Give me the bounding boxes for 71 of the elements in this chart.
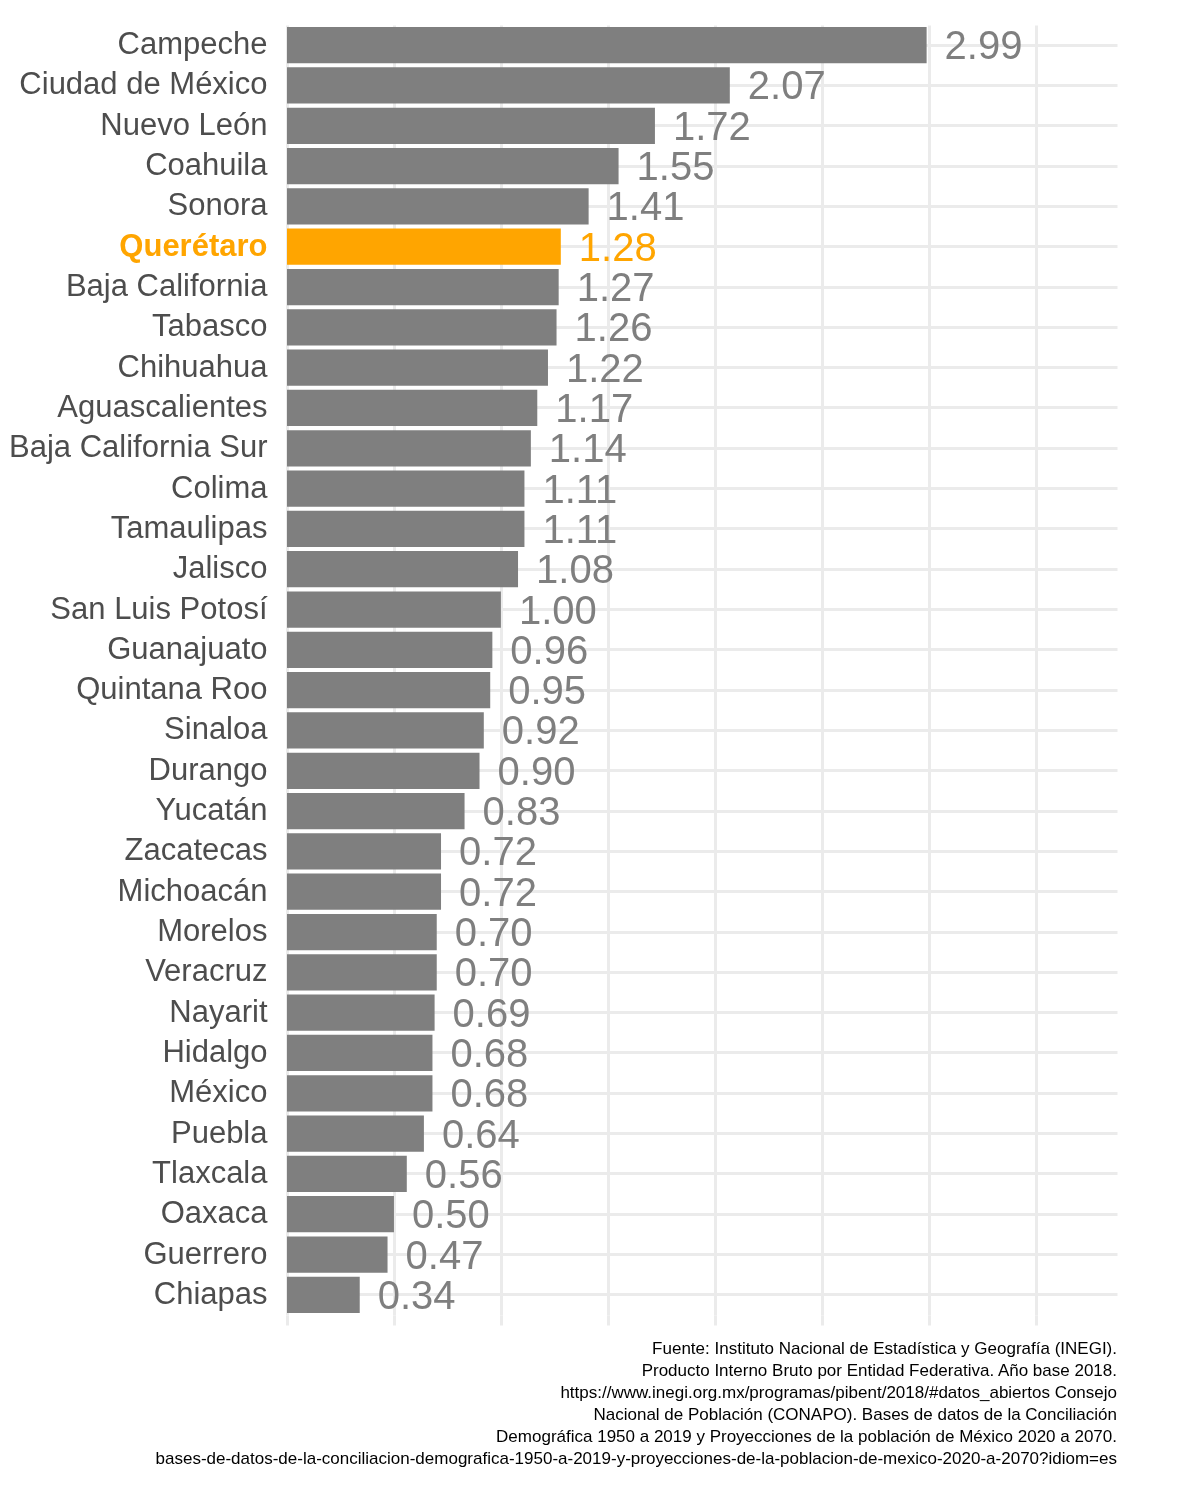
bar: [287, 1034, 433, 1072]
y-tick-label: Michoacán: [117, 872, 268, 908]
y-tick-label: Morelos: [157, 913, 268, 949]
y-tick-label: Colima: [171, 469, 269, 505]
y-tick-label: San Luis Potosí: [50, 590, 268, 626]
y-tick-label: Hidalgo: [162, 1033, 268, 1069]
bar: [287, 1115, 424, 1152]
bar: [287, 430, 531, 467]
bar: [287, 228, 561, 265]
bar: [287, 752, 480, 789]
bar: [287, 631, 493, 668]
bar: [287, 1155, 407, 1193]
y-tick-label: Oaxaca: [160, 1195, 269, 1231]
y-tick-label: Nayarit: [169, 993, 268, 1029]
bar: [287, 188, 589, 225]
y-tick-label: Quintana Roo: [76, 671, 268, 707]
bar: [287, 591, 501, 628]
y-tick-label: Zacatecas: [124, 832, 268, 868]
text: https://www.inegi.org.mx/programas/pibent/2018/#datos_abiertos Consejo: [560, 1382, 1117, 1402]
y-tick-label: Baja California Sur: [9, 429, 268, 465]
y-tick-label: México: [169, 1074, 268, 1110]
y-tick-label: Veracruz: [145, 953, 268, 989]
bar: [287, 510, 525, 548]
y-tick-label: Chiapas: [153, 1275, 268, 1311]
bar: [287, 873, 442, 910]
y-tick-label: Jalisco: [172, 550, 268, 586]
y-tick-label: Coahuila: [145, 147, 269, 183]
y-tick-label: Campeche: [117, 26, 268, 62]
y-tick-label: Querétaro: [119, 227, 268, 263]
y-tick-label: Durango: [148, 751, 268, 787]
y-tick-label: Nuevo León: [100, 106, 268, 142]
y-tick-label: Tlaxcala: [152, 1154, 269, 1190]
bar: [287, 792, 465, 830]
y-tick-label: Sinaloa: [164, 711, 269, 747]
bar: [287, 147, 619, 185]
bar: [287, 994, 435, 1031]
y-tick-label: Ciudad de México: [19, 66, 268, 102]
y-tick-label: Aguascalientes: [57, 388, 268, 424]
bar: [287, 349, 548, 386]
bar: [287, 27, 927, 64]
data-label: 2.99: [944, 23, 1023, 68]
bar: [287, 712, 484, 749]
bar: [287, 1276, 360, 1313]
bar: [287, 67, 730, 104]
bar: [287, 107, 655, 144]
bar: [287, 309, 557, 346]
bar: [287, 268, 559, 306]
y-tick-label: Yucatán: [155, 792, 268, 828]
bar: [287, 1075, 433, 1112]
y-tick-label: Tabasco: [152, 308, 268, 344]
y-tick-label: Puebla: [170, 1114, 269, 1150]
bar: [287, 1196, 394, 1233]
bar: [287, 672, 491, 709]
bar: [287, 551, 519, 588]
bar: [287, 470, 525, 507]
y-tick-label: Sonora: [167, 187, 269, 223]
y-tick-label: Tamaulipas: [110, 509, 268, 545]
bar: [287, 389, 538, 427]
y-tick-label: Guanajuato: [107, 630, 268, 666]
text: Producto Interno Bruto por Entidad Federativa. Año base 2018.: [641, 1360, 1117, 1380]
bar: [287, 954, 437, 991]
bar: [287, 833, 442, 870]
bar: [287, 1236, 388, 1273]
source-note: Fuente: Instituto Nacional de Estadística y Geografía (INEGI).: [652, 1338, 1117, 1358]
text: Nacional de Población (CONAPO). Bases de datos de la Conciliación: [593, 1404, 1117, 1424]
text: Demográfica 1950 a 2019 y Proyecciones de la población de México 2020 a 2070.: [496, 1426, 1117, 1446]
text: bases-de-datos-de-la-conciliacion-demografica-1950-a-2019-y-proyecciones-de-la-poblacion-de-mexico-2020-a-2070?idiom=es: [155, 1448, 1117, 1468]
y-tick-label: Chihuahua: [117, 348, 269, 384]
bar: [287, 913, 437, 951]
y-tick-label: Baja California: [65, 268, 269, 304]
y-tick-label: Guerrero: [143, 1235, 268, 1271]
